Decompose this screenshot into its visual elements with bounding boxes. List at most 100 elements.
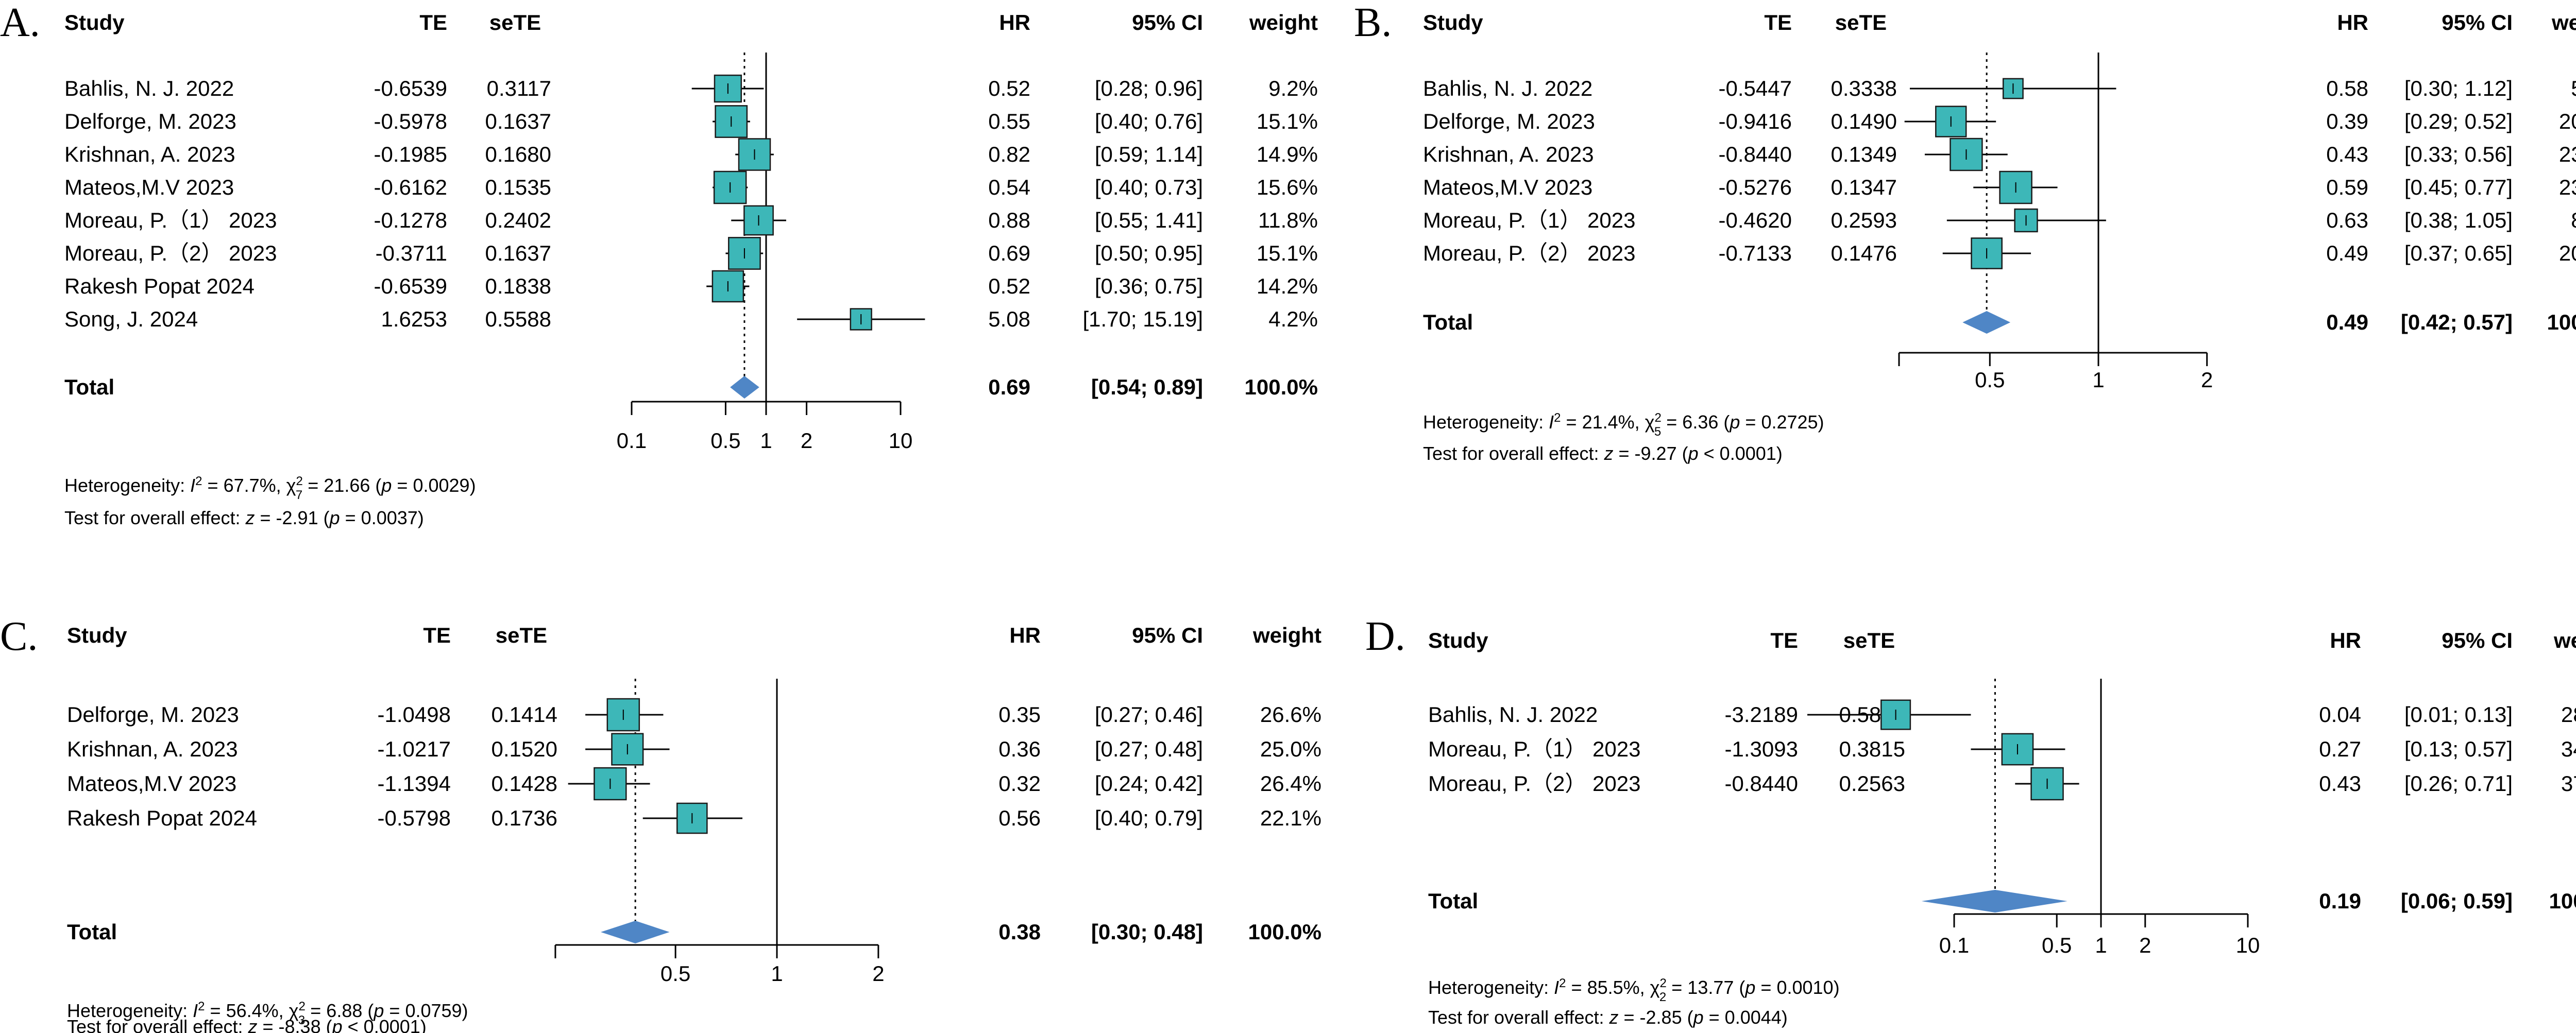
study-sete: 0.1490 xyxy=(1831,109,1897,133)
study-te: -1.0217 xyxy=(378,737,451,761)
header-te: TE xyxy=(419,10,447,35)
study-te: -0.5978 xyxy=(374,109,447,133)
study-sete: 0.1838 xyxy=(485,274,551,298)
x-tick-label: 0.5 xyxy=(710,428,740,453)
study-ci: [0.40; 0.76] xyxy=(1095,109,1203,133)
total-label: Total xyxy=(64,375,114,399)
forest-panel-c: C. Study TE seTE HR 95% CI weight Delforge, M. … xyxy=(0,614,1321,1033)
header-sete: seTE xyxy=(496,623,547,647)
study-sete: 0.2402 xyxy=(485,208,551,232)
study-name: Rakesh Popat 2024 xyxy=(67,806,257,830)
study-te: -0.6539 xyxy=(374,76,447,100)
panel-label: B. xyxy=(1354,0,1392,45)
study-sete: 0.1520 xyxy=(492,737,557,761)
study-sete: 0.3815 xyxy=(1839,737,1905,761)
study-hr: 0.43 xyxy=(2319,771,2361,796)
study-name: Moreau, P.（2） 2023 xyxy=(64,241,277,265)
study-name: Moreau, P.（1） 2023 xyxy=(1428,737,1640,761)
study-sete: 0.1736 xyxy=(492,806,557,830)
study-name: Delforge, M. 2023 xyxy=(64,109,236,133)
header-hr: HR xyxy=(2330,628,2361,652)
study-name: Rakesh Popat 2024 xyxy=(64,274,255,298)
total-ci: [0.42; 0.57] xyxy=(2401,310,2513,334)
x-tick-label: 0.1 xyxy=(1939,933,1969,957)
x-tick-label: 2 xyxy=(2201,368,2213,392)
study-te: -0.5798 xyxy=(378,806,451,830)
study-name: Delforge, M. 2023 xyxy=(67,702,239,727)
study-ci: [0.27; 0.48] xyxy=(1095,737,1203,761)
study-name: Krishnan, A. 2023 xyxy=(67,737,238,761)
x-tick-label: 1 xyxy=(771,961,783,986)
study-effect-box xyxy=(606,698,640,732)
header-weight: weight xyxy=(1252,623,1321,647)
study-sete: 0.3117 xyxy=(487,76,551,100)
total-hr: 0.49 xyxy=(2326,310,2368,334)
study-te: -1.0498 xyxy=(378,702,451,727)
study-sete: 0.1680 xyxy=(485,142,551,166)
study-name: Krishnan, A. 2023 xyxy=(1423,142,1594,166)
study-ci: [0.13; 0.57] xyxy=(2404,737,2513,761)
study-name: Mateos,M.V 2023 xyxy=(1423,175,1592,199)
total-weight: 100.0% xyxy=(2549,889,2576,913)
study-sete: 0.1414 xyxy=(492,702,557,727)
study-hr: 0.82 xyxy=(988,142,1030,166)
heterogeneity-note: Heterogeneity: I2 = 67.7%, χ2 7 = 21.66 (… xyxy=(64,474,476,502)
header-ci: 95% CI xyxy=(2442,10,2513,35)
study-weight: 15.1% xyxy=(1257,109,1318,133)
study-weight: 23.3% xyxy=(2559,175,2576,199)
header-weight: weight xyxy=(2551,10,2576,35)
total-weight: 100.0% xyxy=(1245,375,1318,399)
study-hr: 0.35 xyxy=(998,702,1041,727)
study-hr: 5.08 xyxy=(988,307,1030,331)
study-hr: 0.32 xyxy=(998,771,1041,796)
study-weight: 28.6% xyxy=(2561,702,2576,727)
study-effect-box xyxy=(2030,767,2064,801)
study-ci: [0.37; 0.65] xyxy=(2404,241,2513,265)
study-ci: [0.30; 1.12] xyxy=(2404,76,2513,100)
heterogeneity-note: Heterogeneity: I2 = 21.4%, χ2 5 = 6.36 (p… xyxy=(1423,411,1824,439)
study-hr: 0.36 xyxy=(998,737,1041,761)
study-sete: 0.2563 xyxy=(1839,771,1905,796)
x-tick-label: 2 xyxy=(2139,933,2151,957)
total-label: Total xyxy=(67,920,117,944)
study-sete: 0.5588 xyxy=(485,307,551,331)
x-tick-label: 10 xyxy=(2236,933,2260,957)
total-hr: 0.69 xyxy=(988,375,1030,399)
study-hr: 0.56 xyxy=(998,806,1041,830)
study-hr: 0.43 xyxy=(2326,142,2368,166)
x-tick-label: 2 xyxy=(801,428,812,453)
study-te: -0.9416 xyxy=(1719,109,1792,133)
study-te: -0.8440 xyxy=(1719,142,1792,166)
forest-panel-b: B. Study TE seTE HR 95% CI weight Bahlis, N. J.… xyxy=(1354,0,2576,464)
study-weight: 15.1% xyxy=(1257,241,1318,265)
study-sete: 0.1428 xyxy=(492,771,557,796)
total-label: Total xyxy=(1428,889,1478,913)
study-ci: [0.38; 1.05] xyxy=(2404,208,2513,232)
study-name: Krishnan, A. 2023 xyxy=(64,142,235,166)
study-name: Delforge, M. 2023 xyxy=(1423,109,1595,133)
header-sete: seTE xyxy=(1835,10,1887,35)
study-hr: 0.27 xyxy=(2319,737,2361,761)
study-te: -0.6162 xyxy=(374,175,447,199)
study-ci: [0.24; 0.42] xyxy=(1095,771,1203,796)
study-te: -0.5447 xyxy=(1719,76,1792,100)
study-name: Moreau, P.（1） 2023 xyxy=(1423,208,1635,232)
study-sete: 0.1637 xyxy=(485,241,551,265)
study-hr: 0.54 xyxy=(988,175,1030,199)
overall-effect-note: Test for overall effect: z = -2.85 (p = … xyxy=(1428,1007,1788,1028)
header-study: Study xyxy=(1428,628,1488,652)
header-study: Study xyxy=(67,623,127,647)
study-sete: 0.1347 xyxy=(1831,175,1897,199)
study-ci: [0.55; 1.41] xyxy=(1095,208,1203,232)
study-hr: 0.88 xyxy=(988,208,1030,232)
study-weight: 14.2% xyxy=(1257,274,1318,298)
total-hr: 0.38 xyxy=(998,920,1041,944)
total-ci: [0.06; 0.59] xyxy=(2401,889,2513,913)
study-name: Moreau, P.（2） 2023 xyxy=(1423,241,1635,265)
study-ci: [0.45; 0.77] xyxy=(2404,175,2513,199)
total-weight: 100.0% xyxy=(2547,310,2576,334)
study-name: Bahlis, N. J. 2022 xyxy=(1428,702,1598,727)
pooled-effect-diamond xyxy=(601,921,670,943)
study-te: -0.1985 xyxy=(374,142,447,166)
study-ci: [0.29; 0.52] xyxy=(2404,109,2513,133)
